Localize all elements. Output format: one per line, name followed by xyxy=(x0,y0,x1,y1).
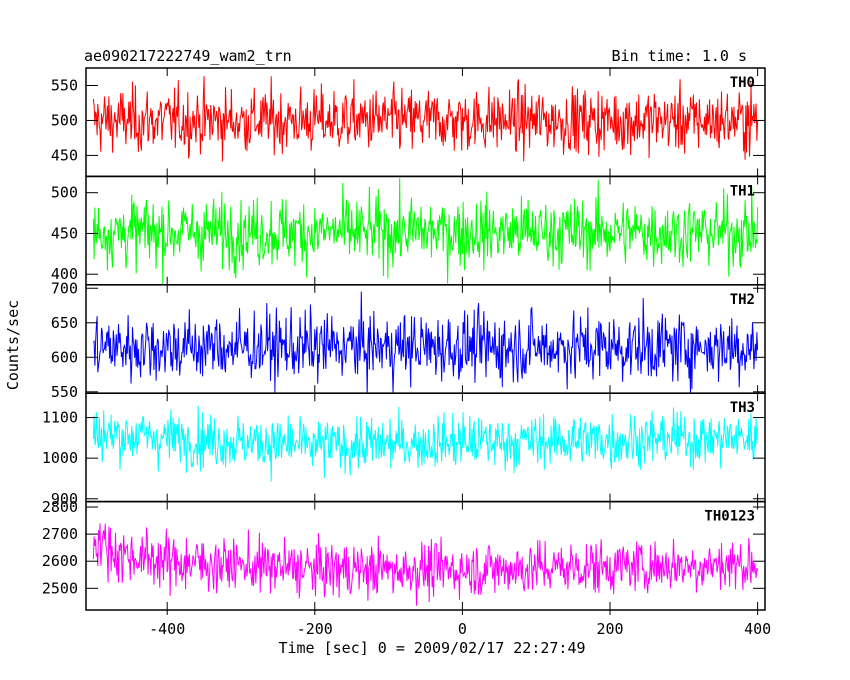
panel-th2: 550 600 650 700 TH2 xyxy=(51,279,766,401)
chart-title: ae090217222749_wam2_trn xyxy=(84,47,292,65)
y-tick-label: 650 xyxy=(51,314,78,332)
y-tick-label: 900 xyxy=(51,490,78,508)
panels-group: 450 500 550 TH0 400 450 500 TH1 550 600 650 700 TH2 9… xyxy=(42,67,766,611)
x-axis-label: Time [sec] 0 = 2009/02/17 22:27:49 xyxy=(278,639,585,657)
series-label-th0: TH0 xyxy=(730,75,755,91)
y-tick-label: 600 xyxy=(51,348,78,366)
x-axis: -400 -200 0 200 400 xyxy=(149,610,771,638)
y-tick-label: 700 xyxy=(51,279,78,297)
y-tick-label: 2700 xyxy=(42,525,78,543)
panel-th1: 400 450 500 TH1 xyxy=(51,175,766,286)
series-line-th0 xyxy=(92,76,759,162)
y-tick-label: 1100 xyxy=(42,409,78,427)
panel-th3: 900 1000 1100 TH3 xyxy=(42,392,766,508)
y-tick-label: 500 xyxy=(51,111,78,129)
y-axis-label: Counts/sec xyxy=(4,300,22,390)
series-line-th1 xyxy=(92,177,759,285)
series-label-th0123: TH0123 xyxy=(704,509,755,525)
panel-th0: 450 500 550 TH0 xyxy=(51,67,766,178)
series-line-th3 xyxy=(92,405,759,482)
y-tick-label: 400 xyxy=(51,265,78,283)
x-tick-label: -200 xyxy=(297,620,333,638)
series-line-th2 xyxy=(92,291,759,394)
y-tick-label: 2800 xyxy=(42,498,78,516)
x-tick-label: 400 xyxy=(744,620,771,638)
y-tick-label: 450 xyxy=(51,146,78,164)
y-tick-label: 500 xyxy=(51,184,78,202)
panel-frame xyxy=(85,500,766,611)
x-tick-label: 0 xyxy=(458,620,467,638)
y-tick-label: 2500 xyxy=(42,579,78,597)
y-tick-label: 550 xyxy=(51,76,78,94)
series-label-th3: TH3 xyxy=(730,400,755,416)
panel-th0123: 2500 2600 2700 2800 TH0123 xyxy=(42,498,766,611)
x-tick-label: 200 xyxy=(596,620,623,638)
bin-time-label: Bin time: 1.0 s xyxy=(612,47,747,65)
y-tick-label: 2600 xyxy=(42,552,78,570)
y-tick-label: 550 xyxy=(51,383,78,401)
y-tick-label: 450 xyxy=(51,224,78,242)
series-label-th2: TH2 xyxy=(730,292,755,308)
series-label-th1: TH1 xyxy=(730,183,755,199)
series-line-th0123 xyxy=(92,523,759,606)
x-tick-label: -400 xyxy=(149,620,185,638)
y-tick-label: 1000 xyxy=(42,449,78,467)
